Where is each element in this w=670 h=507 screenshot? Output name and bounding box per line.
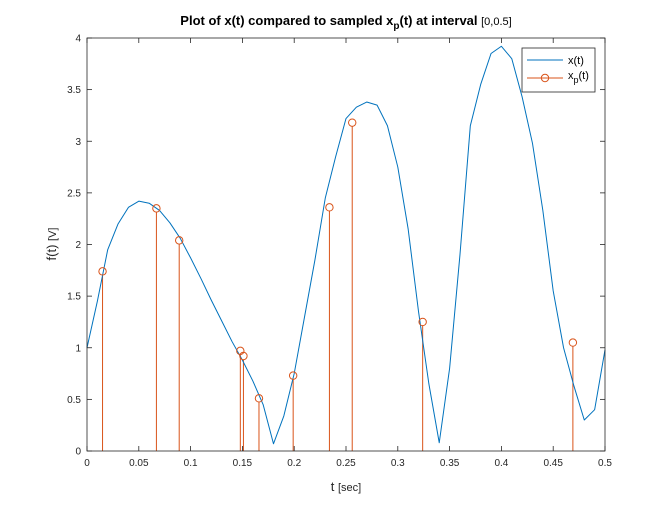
x-tick-label: 0 [84, 458, 90, 469]
x-tick-label: 0.45 [543, 458, 563, 469]
x-tick-label: 0.1 [184, 458, 198, 469]
y-axis-label-unit: [V] [47, 228, 59, 241]
y-tick-label: 0 [75, 447, 81, 458]
y-tick-label: 1 [75, 343, 81, 354]
x-ticks: 0 0.05 0.1 0.15 0.2 0.25 0.3 0.35 0.4 0.45 0.5 [84, 38, 612, 469]
chart-title-part1: Plot of x(t) compared to sampled x [180, 13, 394, 28]
series-line-x [86, 45, 606, 445]
legend-label-xp-sub: p [574, 75, 579, 85]
legend-label-xp-main: x [568, 70, 574, 82]
chart-title-interval: [0,0.5] [481, 16, 512, 28]
chart-title-sub: p [393, 21, 399, 32]
x-tick-label: 0.15 [233, 458, 253, 469]
stem-marker [348, 118, 357, 127]
legend-label-x: x(t) [568, 55, 584, 67]
stem-marker [254, 394, 264, 403]
stem-marker [288, 371, 298, 380]
x-tick-label: 0.25 [336, 458, 356, 469]
x-tick-label: 0.4 [494, 458, 508, 469]
y-tick-label: 2 [75, 240, 81, 251]
y-tick-label: 3.5 [67, 85, 81, 96]
x-tick-label: 0.5 [598, 458, 612, 469]
y-axis-label: f(t) [V] [44, 228, 59, 261]
line-series [86, 45, 606, 445]
stem-marker [418, 317, 427, 327]
x-tick-label: 0.3 [391, 458, 405, 469]
legend-stem-marker [540, 73, 550, 83]
x-axis-label: t [sec] [331, 479, 361, 494]
y-axis-label-main: f(t) [44, 241, 59, 261]
chart-title: Plot of x(t) compared to sampled xp(t) a… [180, 13, 511, 32]
x-axis-label-main: t [331, 479, 338, 494]
x-tick-label: 0.05 [129, 458, 149, 469]
y-tick-label: 1.5 [67, 292, 81, 303]
stem-markers [98, 118, 578, 403]
stem-marker [325, 203, 334, 212]
y-tick-label: 0.5 [67, 395, 81, 406]
x-tick-label: 0.35 [440, 458, 460, 469]
chart-title-part2: (t) at interval [400, 13, 482, 28]
legend-label-xp: xp(t) [568, 70, 589, 85]
legend: x(t) xp(t) [521, 47, 596, 93]
stem-marker [239, 351, 248, 361]
plot-area [87, 38, 605, 451]
x-tick-label: 0.2 [287, 458, 301, 469]
stem-marker [152, 204, 161, 213]
y-tick-label: 4 [75, 34, 81, 45]
legend-box [521, 47, 596, 93]
y-tick-label: 2.5 [67, 188, 81, 199]
stem-series [102, 126, 574, 451]
legend-label-xp-suffix: (t) [579, 70, 589, 82]
y-tick-label: 3 [75, 137, 81, 148]
stem-marker [568, 338, 578, 347]
x-axis-label-unit: [sec] [338, 482, 361, 494]
y-ticks: 0 0.5 1 1.5 2 2.5 3 3.5 4 [67, 34, 605, 458]
stem-marker [98, 267, 107, 276]
stem-marker [175, 236, 184, 245]
